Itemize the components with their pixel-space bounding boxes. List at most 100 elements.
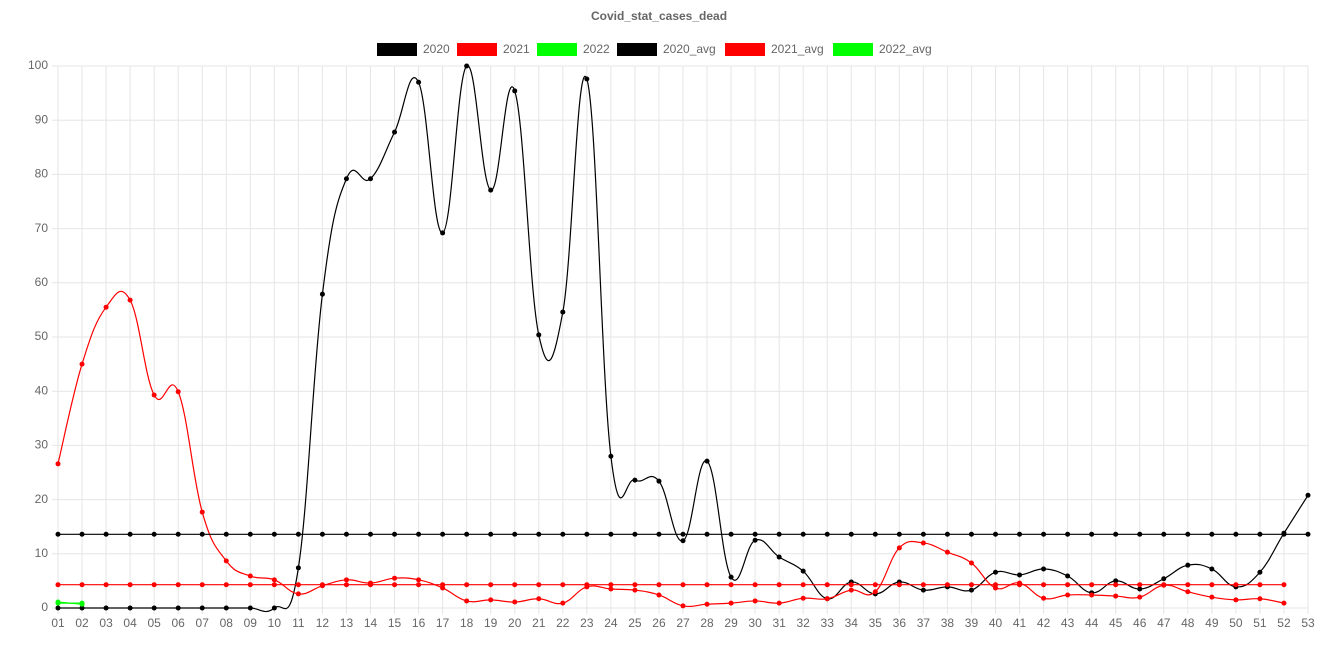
x-tick-label: 06 <box>172 616 186 630</box>
data-point <box>464 63 470 69</box>
data-point <box>392 575 398 581</box>
x-tick-label: 13 <box>340 616 354 630</box>
data-point <box>55 461 61 467</box>
data-point <box>319 291 325 297</box>
x-tick-label: 17 <box>436 616 450 630</box>
x-tick-label: 23 <box>580 616 594 630</box>
data-point <box>1017 572 1023 578</box>
data-point <box>151 605 157 611</box>
data-point <box>1257 569 1263 575</box>
data-point <box>55 605 61 611</box>
data-point <box>368 176 373 182</box>
data-point <box>1017 582 1023 588</box>
legend-swatch[interactable] <box>617 43 657 56</box>
y-tick-label: 30 <box>35 438 49 452</box>
data-point <box>223 605 229 611</box>
data-point <box>343 582 349 588</box>
data-point <box>848 531 854 537</box>
data-point <box>560 582 566 588</box>
y-tick-label: 60 <box>35 275 49 289</box>
data-point <box>824 596 830 602</box>
data-point <box>175 582 181 588</box>
legend-swatch[interactable] <box>833 43 873 56</box>
data-point <box>271 577 277 583</box>
legend-label[interactable]: 2021 <box>503 42 530 56</box>
data-point <box>872 531 878 537</box>
data-point <box>800 531 806 537</box>
legend-swatch[interactable] <box>457 43 497 56</box>
data-point <box>1065 531 1071 537</box>
x-tick-label: 41 <box>1013 616 1027 630</box>
data-point <box>752 537 758 543</box>
data-point <box>993 582 998 588</box>
data-point <box>1281 582 1287 588</box>
x-tick-label: 19 <box>484 616 498 630</box>
data-point <box>247 605 253 611</box>
legend-swatch[interactable] <box>377 43 417 56</box>
data-point <box>656 582 662 588</box>
x-tick-label: 10 <box>268 616 282 630</box>
data-point <box>295 565 301 571</box>
data-point <box>680 531 686 537</box>
data-point <box>944 582 950 588</box>
data-point <box>127 605 133 611</box>
data-point <box>1281 531 1287 537</box>
x-tick-label: 25 <box>628 616 642 630</box>
data-point <box>247 573 253 579</box>
data-point <box>223 558 229 564</box>
data-point <box>776 554 782 560</box>
data-point <box>944 531 950 537</box>
data-point <box>223 531 229 537</box>
data-point <box>632 587 638 593</box>
data-point <box>512 582 518 588</box>
data-point <box>271 582 277 588</box>
legend-swatch[interactable] <box>537 43 577 56</box>
chart-title: Covid_stat_cases_dead <box>591 9 727 23</box>
legend-label[interactable]: 2020_avg <box>663 42 716 56</box>
x-tick-label: 53 <box>1301 616 1315 630</box>
data-point <box>872 589 878 595</box>
x-tick-label: 47 <box>1157 616 1171 630</box>
x-tick-label: 03 <box>99 616 113 630</box>
data-point <box>1185 531 1191 537</box>
legend-label[interactable]: 2021_avg <box>771 42 824 56</box>
legend-label[interactable]: 2022 <box>583 42 610 56</box>
data-point <box>343 531 349 537</box>
x-tick-label: 16 <box>412 616 426 630</box>
legend-swatch[interactable] <box>725 43 765 56</box>
data-point <box>103 605 109 611</box>
data-point <box>199 582 205 588</box>
x-tick-label: 37 <box>917 616 931 630</box>
x-tick-label: 36 <box>893 616 907 630</box>
legend-label[interactable]: 2020 <box>423 42 450 56</box>
x-tick-label: 34 <box>845 616 859 630</box>
data-point <box>752 582 758 588</box>
x-tick-label: 02 <box>75 616 89 630</box>
x-tick-label: 12 <box>316 616 330 630</box>
data-point <box>1137 594 1143 600</box>
data-point <box>1113 582 1119 588</box>
data-point <box>1161 576 1167 582</box>
data-point <box>488 187 494 193</box>
y-tick-label: 100 <box>28 58 48 72</box>
data-point <box>368 582 373 588</box>
data-point <box>776 531 782 537</box>
x-tick-label: 20 <box>508 616 522 630</box>
data-point <box>560 600 566 606</box>
data-point <box>632 477 638 483</box>
x-tick-label: 44 <box>1085 616 1099 630</box>
data-point <box>656 478 662 484</box>
data-point <box>127 297 133 303</box>
data-point <box>343 176 349 182</box>
data-point <box>79 600 85 606</box>
data-point <box>680 603 686 609</box>
x-tick-label: 28 <box>700 616 714 630</box>
data-point <box>55 531 61 537</box>
data-point <box>1209 531 1215 537</box>
data-point <box>127 531 133 537</box>
legend-label[interactable]: 2022_avg <box>879 42 932 56</box>
x-tick-label: 22 <box>556 616 570 630</box>
data-point <box>416 79 422 85</box>
data-point <box>1041 595 1047 601</box>
data-point <box>1185 589 1191 595</box>
